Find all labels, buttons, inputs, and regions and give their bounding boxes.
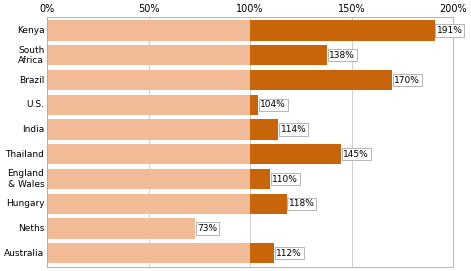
Bar xyxy=(250,70,392,90)
Bar xyxy=(47,45,250,65)
Bar xyxy=(47,144,250,164)
Bar xyxy=(250,169,270,189)
Bar xyxy=(47,218,195,239)
Bar xyxy=(250,243,275,263)
Bar xyxy=(47,95,250,115)
Text: 118%: 118% xyxy=(289,199,315,208)
Bar xyxy=(250,193,286,214)
Text: 114%: 114% xyxy=(281,125,306,134)
Text: 112%: 112% xyxy=(276,249,302,258)
Bar xyxy=(47,119,250,140)
Text: 145%: 145% xyxy=(343,150,369,159)
Text: 104%: 104% xyxy=(260,100,286,109)
Text: 138%: 138% xyxy=(329,51,355,60)
Text: 110%: 110% xyxy=(272,175,298,183)
Bar xyxy=(250,45,327,65)
Bar xyxy=(47,193,250,214)
Bar xyxy=(47,20,250,41)
Bar xyxy=(250,144,341,164)
Text: 170%: 170% xyxy=(394,76,420,85)
Bar xyxy=(47,243,250,263)
Bar xyxy=(47,169,250,189)
Bar xyxy=(250,95,258,115)
Text: 191%: 191% xyxy=(437,26,463,35)
Text: 73%: 73% xyxy=(197,224,218,233)
Bar xyxy=(250,119,278,140)
Bar xyxy=(47,70,250,90)
Bar xyxy=(250,20,435,41)
